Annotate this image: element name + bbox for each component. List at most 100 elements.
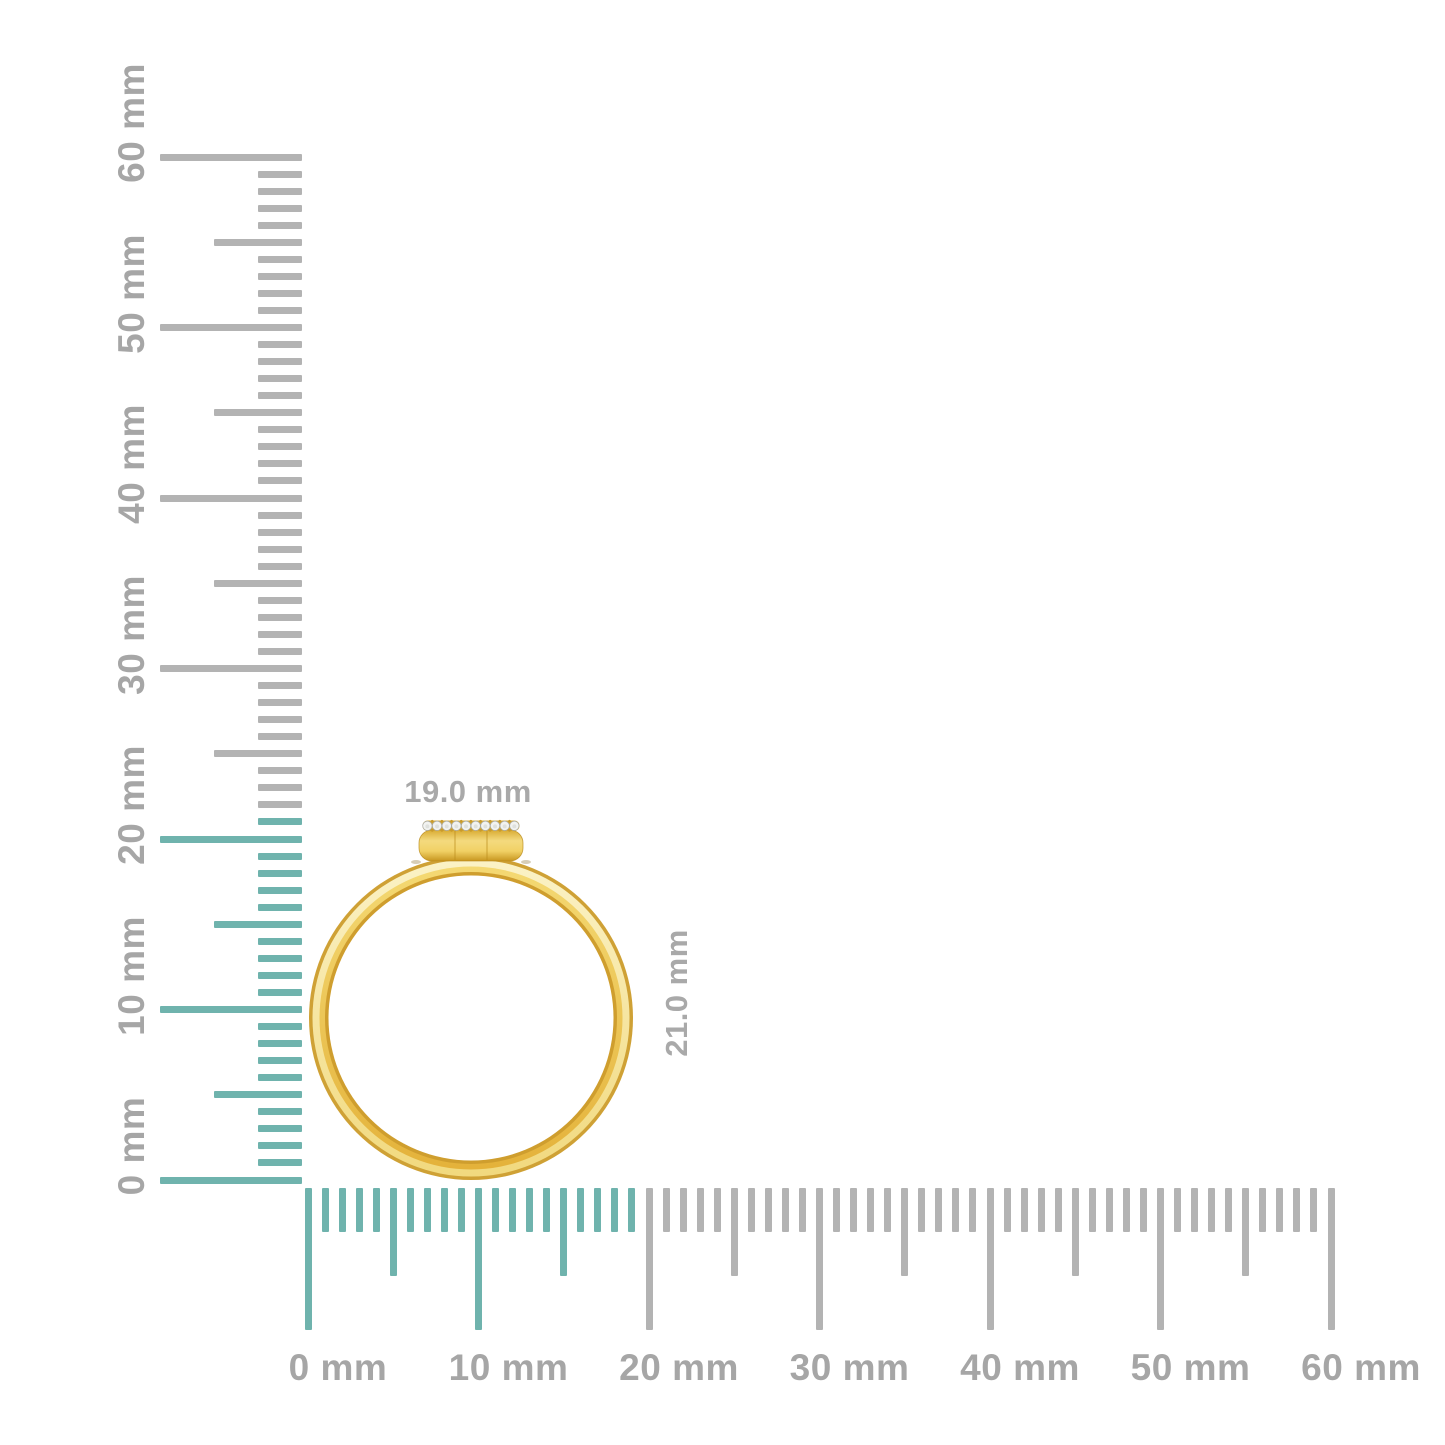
horizontal-ruler-tick: [884, 1188, 892, 1232]
horizontal-ruler-tick: [730, 1188, 738, 1276]
horizontal-ruler-tick: [764, 1188, 772, 1232]
vertical-ruler-tick: [160, 1006, 302, 1013]
horizontal-ruler-tick: [713, 1188, 721, 1232]
vertical-ruler-tick: [258, 1023, 302, 1031]
vertical-ruler-tick: [258, 971, 302, 979]
vertical-ruler-tick: [214, 409, 302, 417]
vertical-ruler-tick: [258, 272, 302, 280]
horizontal-ruler-tick: [577, 1188, 585, 1232]
horizontal-ruler-tick: [1293, 1188, 1301, 1232]
horizontal-ruler-tick: [423, 1188, 431, 1232]
ring-band: [309, 856, 633, 1180]
horizontal-ruler-tick: [1054, 1188, 1062, 1232]
horizontal-ruler-tick: [1157, 1188, 1164, 1330]
horizontal-ruler-tick: [1139, 1188, 1147, 1232]
head-junction-shadow-right: [521, 860, 531, 864]
vertical-ruler-tick: [258, 375, 302, 383]
vertical-ruler-tick: [258, 852, 302, 860]
horizontal-ruler-tick: [338, 1188, 346, 1232]
vertical-ruler-tick: [258, 682, 302, 690]
prong-bead: [430, 819, 434, 823]
horizontal-ruler-tick: [440, 1188, 448, 1232]
vertical-ruler-tick: [258, 954, 302, 962]
vertical-ruler-tick: [258, 647, 302, 655]
horizontal-ruler-tick: [543, 1188, 551, 1232]
vertical-ruler-tick: [258, 886, 302, 894]
vertical-ruler-tick: [258, 392, 302, 400]
horizontal-ruler-label: 60 mm: [1301, 1347, 1421, 1388]
horizontal-ruler-tick: [1191, 1188, 1199, 1232]
horizontal-ruler-tick: [372, 1188, 380, 1232]
horizontal-ruler-label: 0 mm: [288, 1347, 388, 1388]
horizontal-ruler-tick: [935, 1188, 943, 1232]
vertical-ruler-tick: [258, 1074, 302, 1082]
horizontal-ruler-tick: [475, 1188, 482, 1330]
vertical-ruler-tick: [258, 306, 302, 314]
diamond-facet: [454, 824, 459, 829]
vertical-ruler-tick: [258, 1125, 302, 1133]
prong-bead: [459, 819, 463, 823]
diamond-facet: [502, 824, 507, 829]
vertical-ruler-tick: [258, 988, 302, 996]
vertical-ruler-tick: [258, 170, 302, 178]
vertical-ruler-tick: [214, 1091, 302, 1099]
vertical-ruler-tick: [258, 937, 302, 945]
horizontal-ruler-tick: [492, 1188, 500, 1232]
horizontal-ruler-tick: [406, 1188, 414, 1232]
prong-bead: [450, 819, 453, 823]
vertical-ruler-tick: [258, 545, 302, 553]
horizontal-ruler-label: 20 mm: [619, 1347, 739, 1388]
horizontal-ruler-tick: [1225, 1188, 1233, 1232]
prong-bead: [508, 828, 511, 832]
prong-bead: [479, 828, 482, 832]
vertical-ruler-label: 0 mm: [111, 1096, 152, 1196]
prong-bead: [479, 819, 482, 823]
horizontal-ruler-tick: [1276, 1188, 1284, 1232]
vertical-ruler-tick: [214, 579, 302, 587]
vertical-ruler-tick: [258, 426, 302, 434]
horizontal-ruler-tick: [1327, 1188, 1335, 1330]
vertical-ruler-tick: [160, 835, 302, 843]
vertical-ruler-tick: [258, 477, 302, 485]
horizontal-ruler-tick: [781, 1188, 789, 1232]
ring-width-label: 19.0 mm: [404, 774, 532, 809]
prong-bead: [440, 819, 444, 823]
horizontal-ruler-tick: [1037, 1188, 1045, 1232]
vertical-ruler-tick: [258, 801, 302, 809]
vertical-ruler-tick: [258, 460, 302, 468]
vertical-ruler-label: 50 mm: [111, 233, 152, 354]
horizontal-ruler-label: 40 mm: [960, 1347, 1080, 1388]
vertical-ruler-tick: [258, 443, 302, 451]
horizontal-ruler-tick: [969, 1188, 977, 1232]
vertical-ruler-tick: [258, 869, 302, 877]
horizontal-ruler-tick: [1208, 1188, 1216, 1232]
vertical-ruler-tick: [258, 630, 302, 638]
prong-bead: [508, 819, 511, 823]
horizontal-ruler-tick: [918, 1188, 926, 1232]
horizontal-ruler-tick: [1071, 1188, 1079, 1276]
vertical-ruler-tick: [214, 750, 302, 758]
horizontal-ruler-tick: [304, 1188, 312, 1330]
horizontal-ruler-tick: [1020, 1188, 1028, 1232]
prong-bead: [440, 828, 444, 832]
horizontal-ruler-tick: [611, 1188, 619, 1232]
vertical-ruler-tick: [258, 1057, 302, 1065]
horizontal-ruler-tick: [509, 1188, 517, 1232]
horizontal-ruler-tick: [747, 1188, 755, 1232]
diamond-facet: [425, 824, 430, 829]
vertical-ruler-label: 10 mm: [111, 915, 152, 1036]
vertical-ruler-tick: [160, 324, 302, 331]
horizontal-ruler-tick: [986, 1188, 994, 1330]
horizontal-ruler-label: 10 mm: [448, 1347, 569, 1388]
vertical-ruler-tick: [258, 733, 302, 741]
vertical-ruler-tick: [160, 1176, 302, 1184]
vertical-ruler-tick: [214, 238, 302, 246]
ring-head: [418, 829, 524, 862]
horizontal-ruler-label: 50 mm: [1130, 1347, 1251, 1388]
horizontal-ruler-tick: [901, 1188, 909, 1276]
vertical-ruler-label: 60 mm: [111, 63, 152, 183]
horizontal-ruler-tick: [1174, 1188, 1182, 1232]
horizontal-ruler-tick: [645, 1188, 653, 1330]
vertical-ruler-tick: [258, 341, 302, 349]
